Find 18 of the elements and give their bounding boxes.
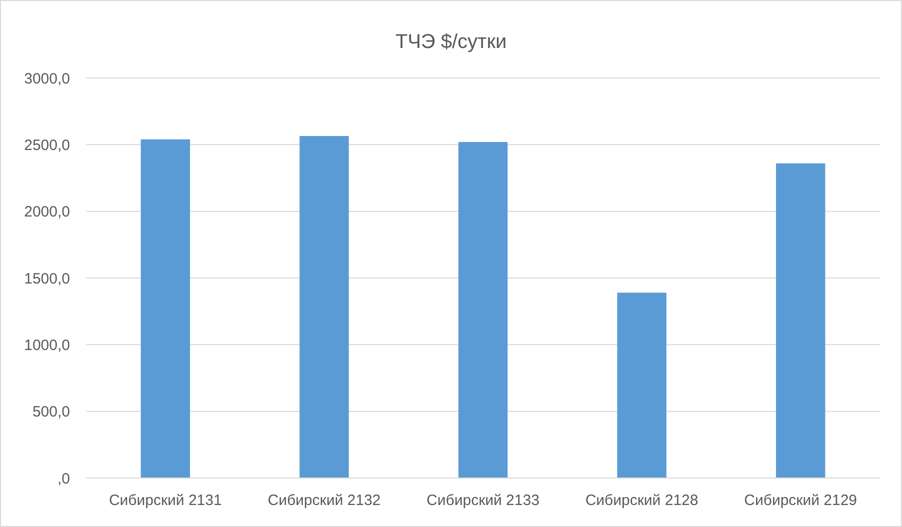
bar (776, 163, 826, 478)
x-tick-label: Сибирский 2132 (268, 492, 381, 509)
y-tick-label: 3000,0 (24, 70, 70, 88)
y-tick-label: 1500,0 (24, 270, 70, 288)
y-tick-label: 1000,0 (24, 336, 70, 354)
x-tick-label: Сибирский 2128 (585, 492, 698, 509)
x-tick-label: Сибирский 2131 (108, 492, 222, 509)
bar (617, 292, 666, 478)
bar (458, 142, 508, 478)
y-tick-label: ,0 (57, 470, 70, 488)
y-tick-label: 500,0 (32, 404, 70, 421)
x-tick-label: Сибирский 2133 (426, 492, 540, 509)
chart-title: ТЧЭ $/сутки (395, 31, 507, 53)
bar (140, 139, 190, 478)
y-tick-label: 2500,0 (24, 136, 70, 154)
bar (300, 136, 349, 478)
x-tick-label: Сибирский 2129 (744, 492, 858, 509)
y-tick-label: 2000,0 (24, 204, 70, 221)
